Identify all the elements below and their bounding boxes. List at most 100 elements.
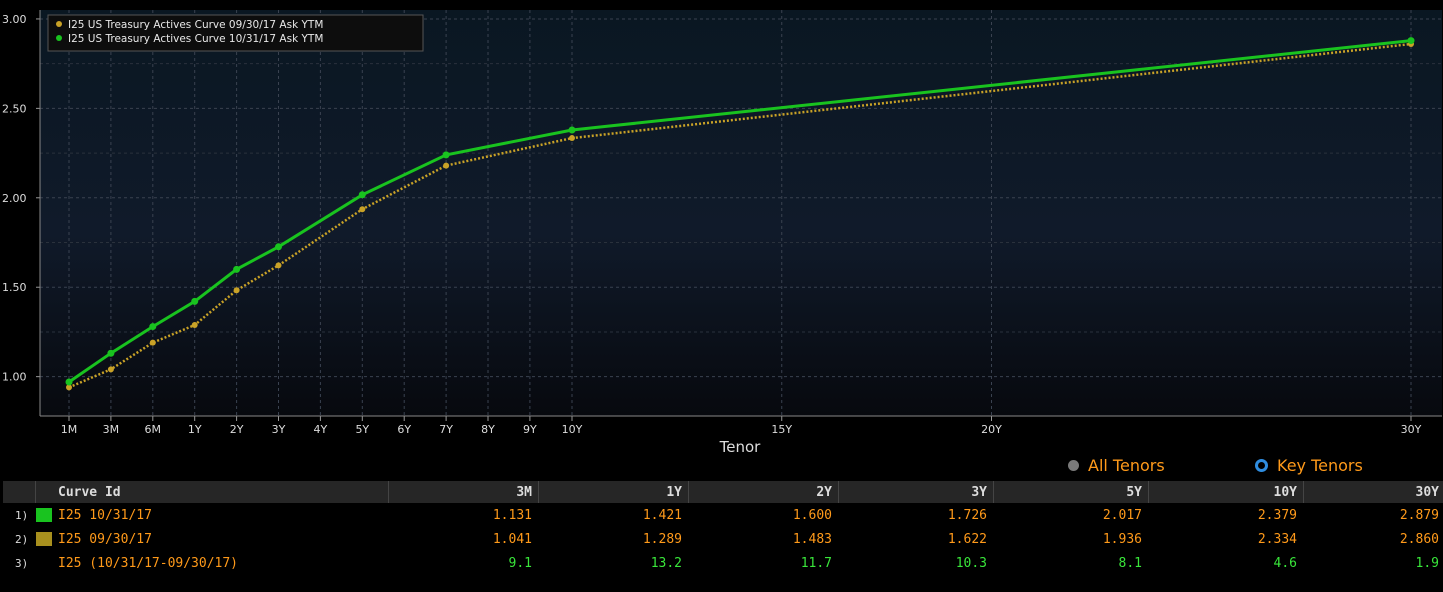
key-tenors-label: Key Tenors [1277,456,1363,475]
value-cell: 11.7 [800,555,832,571]
y-tick-label: 1.50 [2,281,27,294]
x-tick-label: 2Y [230,423,244,436]
series-1-point [275,262,282,269]
radio-off-icon [1068,460,1079,471]
value-cell: 10.3 [955,555,987,571]
value-cell: 1.622 [947,531,987,547]
x-tick-label: 20Y [981,423,1002,436]
chart-legend: I25 US Treasury Actives Curve 09/30/17 A… [47,14,424,52]
curve-name[interactable]: I25 (10/31/17-09/30/17) [58,555,239,571]
x-tick-label: 6Y [397,423,411,436]
series-2-point [233,265,241,273]
chart-svg: 1.00 1.50 2.00 2.50 3.00 1M 3M 6M 1Y 2Y 3Y 4Y 5Y 6Y 7Y… [2,10,1442,456]
key-tenors-option[interactable]: Key Tenors [1255,456,1363,475]
yield-curve-chart: 1.00 1.50 2.00 2.50 3.00 1M 3M 6M 1Y 2Y 3Y 4Y 5Y 6Y 7Y… [2,10,1442,456]
header-col[interactable]: 3M [516,484,532,500]
y-tick-label: 3.00 [2,13,27,26]
series-2-point [107,349,115,357]
series-1-point [359,206,366,213]
value-cell: 2.879 [1399,507,1439,523]
series-1-point [233,287,240,294]
series-1-point [66,384,72,391]
series-2-point [275,243,282,251]
table-row[interactable]: 2) I25 09/30/17 1.041 1.289 1.483 1.622 1.936 2… [3,527,1443,551]
x-tick-label: 3Y [272,423,286,436]
value-cell: 1.9 [1415,555,1439,571]
header-col[interactable]: 30Y [1415,484,1439,500]
table-header-row: Curve Id 3M 1Y 2Y 3Y 5Y 10Y 30Y [3,481,1443,503]
curve-name[interactable]: I25 09/30/17 [58,531,152,547]
x-tick-label: 3M [103,423,120,436]
header-col[interactable]: 5Y [1126,484,1142,500]
value-cell: 1.289 [642,531,682,547]
tenor-toggle: All Tenors Key Tenors [1060,456,1440,478]
series-lines [65,37,1415,391]
series-swatch [36,532,52,546]
curve-table: Curve Id 3M 1Y 2Y 3Y 5Y 10Y 30Y 1) I25 10… [3,481,1443,575]
header-col[interactable]: 3Y [971,484,987,500]
x-tick-label: 1M [61,423,78,436]
table-row[interactable]: 1) I25 10/31/17 1.131 1.421 1.600 1.726 2.017 2… [3,503,1443,527]
value-cell: 2.017 [1102,507,1142,523]
header-col[interactable]: 1Y [666,484,682,500]
legend-marker [56,35,62,41]
series-swatch [36,508,52,522]
x-tick-label: 9Y [523,423,537,436]
x-tick-label: 8Y [481,423,495,436]
grid-lines [40,10,1442,416]
value-cell: 1.421 [642,507,682,523]
legend-label: I25 US Treasury Actives Curve 09/30/17 A… [68,19,323,31]
y-tick-label: 2.00 [2,192,27,205]
series-1-point [569,135,575,142]
series-2-point [65,378,73,386]
legend-frame [47,14,424,52]
all-tenors-label: All Tenors [1088,456,1165,475]
x-tick-label: 30Y [1401,423,1422,436]
value-cell: 1.726 [947,507,987,523]
y-tick-label: 1.00 [2,371,27,384]
value-cell: 1.483 [792,531,832,547]
value-cell: 2.334 [1257,531,1297,547]
value-cell: 13.2 [650,555,682,571]
row-index[interactable]: 2) [15,532,29,546]
series-2-point [358,191,366,199]
radio-on-icon [1255,459,1268,472]
x-tick-label: 15Y [771,423,792,436]
swatch-cell [36,527,52,551]
series-2-point [149,323,157,331]
x-axis-title: Tenor [719,438,762,456]
x-tick-label: 6M [145,423,162,436]
table-row[interactable]: 3) I25 (10/31/17-09/30/17) 9.1 13.2 11.7 10.3… [3,551,1443,575]
series-line-2 [68,39,1412,384]
swatch-cell [36,503,52,527]
series-2-point [442,151,450,159]
x-tick-label: 1Y [188,423,202,436]
series-2-point [568,126,576,134]
table-body: 1) I25 10/31/17 1.131 1.421 1.600 1.726 2.017 2… [3,503,1443,575]
legend-label: I25 US Treasury Actives Curve 10/31/17 A… [68,33,323,45]
row-index[interactable]: 3) [15,556,29,570]
series-2-point [191,297,199,305]
x-tick-label: 7Y [439,423,453,436]
header-curve-id[interactable]: Curve Id [58,484,121,500]
legend-marker [56,21,62,27]
series-1-point [191,321,198,328]
header-col[interactable]: 2Y [816,484,832,500]
value-cell: 1.041 [492,531,532,547]
all-tenors-option[interactable]: All Tenors [1068,456,1165,475]
value-cell: 1.131 [492,507,532,523]
series-1-point [149,339,156,346]
x-tick-label: 10Y [562,423,583,436]
value-cell: 4.6 [1273,555,1297,571]
x-tick-label: 4Y [314,423,328,436]
value-cell: 1.936 [1102,531,1142,547]
curve-name[interactable]: I25 10/31/17 [58,507,152,523]
plot-background [40,10,1442,416]
header-col[interactable]: 10Y [1273,484,1297,500]
series-1-point [443,162,450,169]
x-tick-label: 5Y [355,423,369,436]
row-index[interactable]: 1) [15,508,29,522]
value-cell: 2.860 [1399,531,1439,547]
value-cell: 1.600 [792,507,832,523]
y-tick-label: 2.50 [2,102,27,115]
